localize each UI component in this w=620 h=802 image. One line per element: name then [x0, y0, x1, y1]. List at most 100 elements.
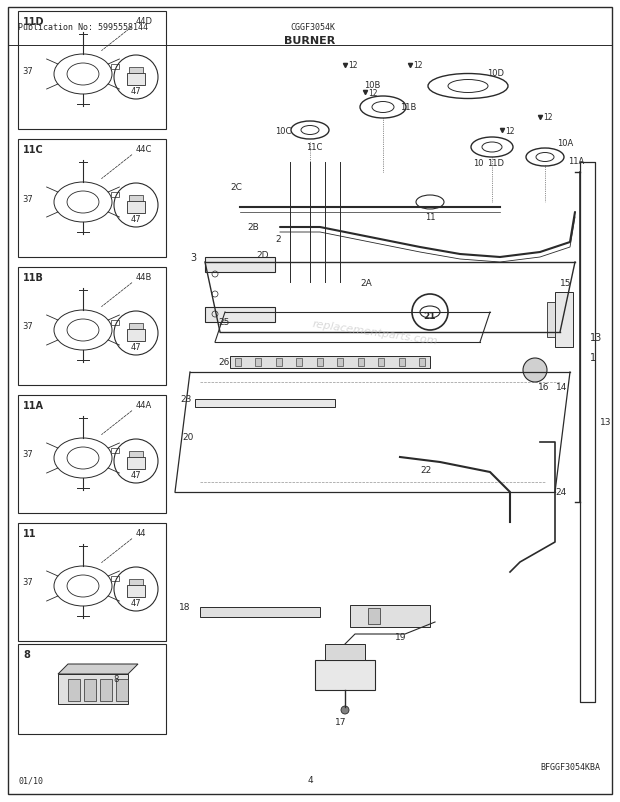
Bar: [419, 358, 425, 367]
Bar: [358, 358, 364, 367]
Text: 10C: 10C: [275, 127, 291, 136]
Polygon shape: [58, 664, 138, 674]
Bar: [68, 679, 80, 701]
Text: 47: 47: [131, 599, 141, 608]
Text: 01/10: 01/10: [18, 776, 43, 784]
Text: 37: 37: [22, 322, 33, 331]
Text: 14: 14: [556, 383, 567, 392]
Circle shape: [341, 706, 349, 714]
Text: 2B: 2B: [247, 223, 259, 233]
Text: 12: 12: [505, 127, 515, 136]
Text: BURNER: BURNER: [285, 36, 335, 46]
Text: 37: 37: [22, 194, 33, 203]
Bar: [127, 457, 145, 469]
Bar: [129, 579, 143, 585]
Bar: [547, 302, 555, 338]
Text: 10A: 10A: [557, 138, 574, 148]
Text: 24: 24: [555, 488, 566, 497]
Text: 11B: 11B: [400, 103, 417, 112]
Bar: [205, 257, 275, 273]
Bar: [58, 674, 128, 704]
Bar: [116, 679, 128, 701]
Text: 8: 8: [113, 674, 118, 683]
Text: 25: 25: [218, 318, 229, 327]
Text: 23: 23: [180, 395, 192, 404]
Text: 11C: 11C: [306, 144, 322, 152]
Text: BFGGF3054KBA: BFGGF3054KBA: [540, 763, 600, 772]
Text: 47: 47: [131, 471, 141, 480]
Text: 10B: 10B: [364, 80, 381, 89]
Text: 37: 37: [22, 67, 33, 75]
Bar: [317, 358, 323, 367]
Text: 17: 17: [335, 718, 347, 727]
Bar: [255, 358, 262, 367]
Bar: [111, 65, 119, 70]
Text: 4: 4: [307, 776, 313, 784]
Text: 15: 15: [560, 278, 572, 287]
Bar: [129, 68, 143, 74]
Text: 10D: 10D: [487, 68, 504, 78]
Text: 11A: 11A: [23, 400, 44, 411]
Text: 20: 20: [182, 433, 193, 442]
Bar: [127, 202, 145, 214]
Text: 1: 1: [590, 353, 596, 363]
Circle shape: [523, 358, 547, 383]
Text: Publication No: 5995558144: Publication No: 5995558144: [18, 23, 148, 32]
Bar: [111, 321, 119, 326]
Bar: [296, 358, 303, 367]
Text: 10: 10: [473, 158, 484, 168]
Bar: [205, 308, 275, 322]
Bar: [18, 12, 166, 130]
Bar: [18, 395, 166, 513]
Bar: [337, 358, 343, 367]
Bar: [129, 323, 143, 330]
Bar: [378, 358, 384, 367]
Bar: [230, 357, 430, 369]
Text: 18: 18: [179, 603, 190, 612]
Text: 37: 37: [22, 450, 33, 459]
Text: replacementparts.com: replacementparts.com: [311, 319, 438, 346]
Bar: [315, 660, 375, 691]
Circle shape: [412, 294, 448, 330]
Bar: [18, 644, 166, 734]
Bar: [127, 330, 145, 342]
Text: 44C: 44C: [136, 145, 153, 154]
Bar: [111, 192, 119, 198]
Text: 11C: 11C: [23, 145, 44, 155]
Text: 12: 12: [368, 88, 378, 97]
Text: 21: 21: [423, 312, 436, 321]
Bar: [127, 585, 145, 597]
Text: 37: 37: [22, 577, 33, 587]
Text: 2D: 2D: [256, 250, 268, 259]
Bar: [129, 452, 143, 457]
Text: 47: 47: [131, 343, 141, 352]
Bar: [325, 644, 365, 660]
Bar: [129, 196, 143, 202]
Text: 11D: 11D: [487, 160, 504, 168]
Bar: [195, 399, 335, 407]
Text: 3: 3: [190, 253, 196, 263]
Bar: [127, 74, 145, 86]
Text: CGGF3054K: CGGF3054K: [290, 23, 335, 32]
Bar: [18, 524, 166, 642]
Text: 12: 12: [348, 62, 358, 71]
Text: 11: 11: [23, 529, 37, 538]
Text: 13: 13: [600, 418, 611, 427]
Bar: [368, 608, 380, 624]
Text: 47: 47: [131, 87, 141, 96]
Text: 2C: 2C: [230, 184, 242, 192]
Bar: [276, 358, 282, 367]
Text: 12: 12: [543, 113, 552, 123]
Bar: [100, 679, 112, 701]
Bar: [235, 358, 241, 367]
Text: 8: 8: [23, 649, 30, 659]
Text: 47: 47: [131, 215, 141, 225]
Bar: [84, 679, 96, 701]
Text: 13: 13: [590, 333, 602, 342]
Text: 12: 12: [413, 62, 422, 71]
Text: 44D: 44D: [136, 17, 153, 26]
Text: 44: 44: [136, 529, 146, 537]
Text: 44B: 44B: [136, 273, 153, 282]
Text: 11: 11: [425, 213, 435, 222]
Bar: [18, 268, 166, 386]
